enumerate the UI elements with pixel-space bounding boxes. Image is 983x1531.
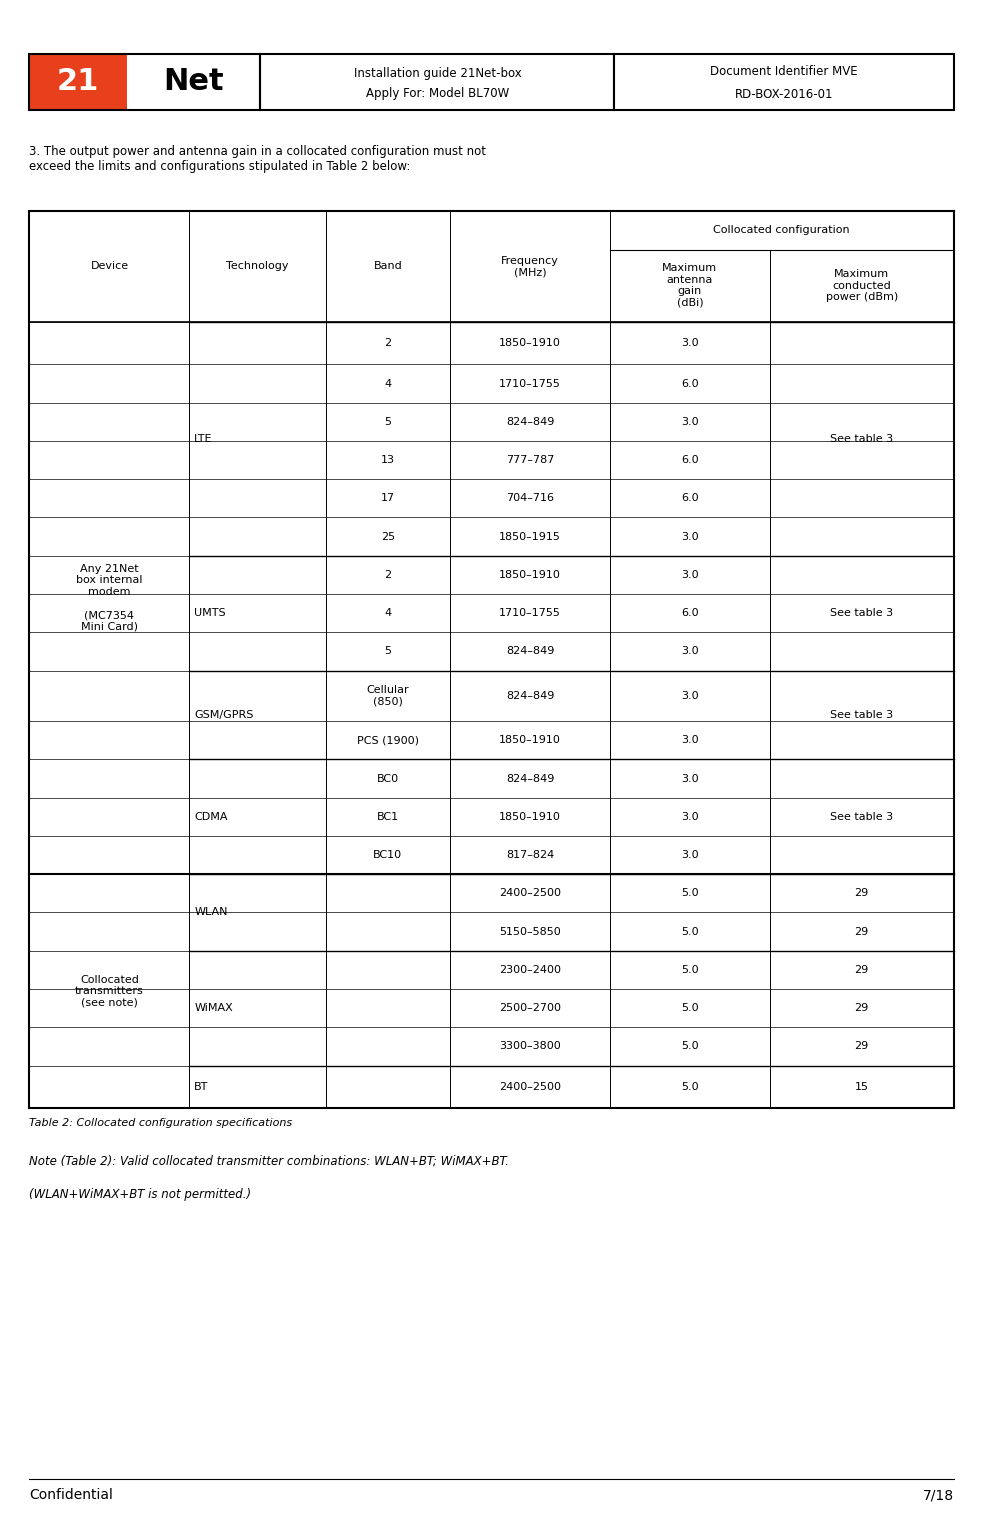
Text: PCS (1900): PCS (1900) [357, 735, 419, 746]
Text: (WLAN+WiMAX+BT is not permitted.): (WLAN+WiMAX+BT is not permitted.) [29, 1188, 252, 1200]
Text: 6.0: 6.0 [681, 455, 699, 465]
Text: BC10: BC10 [374, 850, 402, 860]
Text: 2500–2700: 2500–2700 [499, 1003, 561, 1014]
Text: 3.0: 3.0 [681, 338, 699, 348]
Text: 2: 2 [384, 570, 391, 580]
Text: 3.0: 3.0 [681, 735, 699, 746]
Text: 29: 29 [854, 965, 869, 975]
Text: 5.0: 5.0 [681, 926, 699, 937]
Text: BC0: BC0 [376, 773, 399, 784]
Text: 824–849: 824–849 [506, 646, 554, 657]
Text: Cellular
(850): Cellular (850) [367, 684, 409, 707]
Text: 5.0: 5.0 [681, 1082, 699, 1092]
Text: 824–849: 824–849 [506, 773, 554, 784]
Text: Installation guide 21Net-box: Installation guide 21Net-box [354, 67, 521, 80]
Text: 1850–1910: 1850–1910 [499, 811, 561, 822]
Text: 6.0: 6.0 [681, 378, 699, 389]
FancyBboxPatch shape [29, 54, 127, 110]
Text: WLAN: WLAN [195, 908, 228, 917]
Text: Table 2: Collocated configuration specifications: Table 2: Collocated configuration specif… [29, 1118, 293, 1128]
Text: CDMA: CDMA [195, 811, 228, 822]
Text: 5: 5 [384, 646, 391, 657]
Text: 777–787: 777–787 [506, 455, 554, 465]
Text: 5.0: 5.0 [681, 1041, 699, 1052]
Text: UMTS: UMTS [195, 608, 226, 619]
Text: 1850–1915: 1850–1915 [499, 531, 561, 542]
Text: 704–716: 704–716 [506, 493, 554, 504]
Text: Any 21Net
box internal
modem

(MC7354
Mini Card): Any 21Net box internal modem (MC7354 Min… [77, 563, 143, 632]
Text: Document Identifier MVE: Document Identifier MVE [710, 66, 858, 78]
Text: 1710–1755: 1710–1755 [499, 608, 561, 619]
Text: See table 3: See table 3 [830, 433, 894, 444]
Text: 29: 29 [854, 926, 869, 937]
Text: Maximum
conducted
power (dBm): Maximum conducted power (dBm) [826, 269, 897, 302]
Text: 3.0: 3.0 [681, 850, 699, 860]
Text: 29: 29 [854, 888, 869, 899]
Text: 25: 25 [380, 531, 395, 542]
Text: Collocated configuration: Collocated configuration [714, 225, 850, 236]
Text: 3.0: 3.0 [681, 570, 699, 580]
Text: 3.0: 3.0 [681, 811, 699, 822]
Text: 3.0: 3.0 [681, 773, 699, 784]
Text: 4: 4 [384, 378, 391, 389]
Text: 3.0: 3.0 [681, 646, 699, 657]
Text: 17: 17 [380, 493, 395, 504]
Text: 5.0: 5.0 [681, 965, 699, 975]
Text: 6.0: 6.0 [681, 608, 699, 619]
Text: 3.0: 3.0 [681, 690, 699, 701]
FancyBboxPatch shape [614, 54, 954, 110]
Text: 2400–2500: 2400–2500 [499, 1082, 561, 1092]
Text: BT: BT [195, 1082, 208, 1092]
Text: 29: 29 [854, 1041, 869, 1052]
Text: 4: 4 [384, 608, 391, 619]
Text: BC1: BC1 [376, 811, 399, 822]
Text: 817–824: 817–824 [506, 850, 554, 860]
Text: 2400–2500: 2400–2500 [499, 888, 561, 899]
Text: 5.0: 5.0 [681, 888, 699, 899]
Text: 824–849: 824–849 [506, 416, 554, 427]
Text: 3300–3800: 3300–3800 [499, 1041, 561, 1052]
Text: 3.0: 3.0 [681, 531, 699, 542]
Text: 5150–5850: 5150–5850 [499, 926, 561, 937]
Text: 1850–1910: 1850–1910 [499, 570, 561, 580]
Text: 2: 2 [384, 338, 391, 348]
Text: 3.0: 3.0 [681, 416, 699, 427]
Text: Note (Table 2): Valid collocated transmitter combinations: WLAN+BT; WiMAX+BT.: Note (Table 2): Valid collocated transmi… [29, 1154, 509, 1167]
Text: Device: Device [90, 262, 129, 271]
Text: Net: Net [163, 67, 224, 96]
Text: 21: 21 [57, 67, 99, 96]
Text: 7/18: 7/18 [922, 1488, 954, 1502]
Text: See table 3: See table 3 [830, 608, 894, 619]
Text: 29: 29 [854, 1003, 869, 1014]
Text: 15: 15 [854, 1082, 869, 1092]
Text: GSM/GPRS: GSM/GPRS [195, 710, 254, 720]
Text: Collocated
transmitters
(see note): Collocated transmitters (see note) [75, 975, 144, 1007]
FancyBboxPatch shape [29, 211, 954, 1108]
Text: Frequency
(MHz): Frequency (MHz) [501, 256, 559, 277]
Text: RD-BOX-2016-01: RD-BOX-2016-01 [734, 87, 834, 101]
Text: WiMAX: WiMAX [195, 1003, 233, 1014]
Text: Maximum
antenna
gain
(dBi): Maximum antenna gain (dBi) [663, 263, 718, 308]
Text: Apply For: Model BL70W: Apply For: Model BL70W [366, 87, 509, 100]
Text: 6.0: 6.0 [681, 493, 699, 504]
Text: 3. The output power and antenna gain in a collocated configuration must not
exce: 3. The output power and antenna gain in … [29, 145, 487, 173]
Text: 2300–2400: 2300–2400 [499, 965, 561, 975]
Text: Confidential: Confidential [29, 1488, 113, 1502]
Text: 824–849: 824–849 [506, 690, 554, 701]
Text: Band: Band [374, 262, 402, 271]
Text: 1710–1755: 1710–1755 [499, 378, 561, 389]
Text: See table 3: See table 3 [830, 710, 894, 720]
Text: 1850–1910: 1850–1910 [499, 338, 561, 348]
FancyBboxPatch shape [260, 54, 614, 110]
Text: 13: 13 [380, 455, 395, 465]
Text: 1850–1910: 1850–1910 [499, 735, 561, 746]
Text: 5: 5 [384, 416, 391, 427]
Text: 5.0: 5.0 [681, 1003, 699, 1014]
Text: LTE: LTE [195, 433, 213, 444]
Text: Technology: Technology [226, 262, 289, 271]
Text: See table 3: See table 3 [830, 811, 894, 822]
